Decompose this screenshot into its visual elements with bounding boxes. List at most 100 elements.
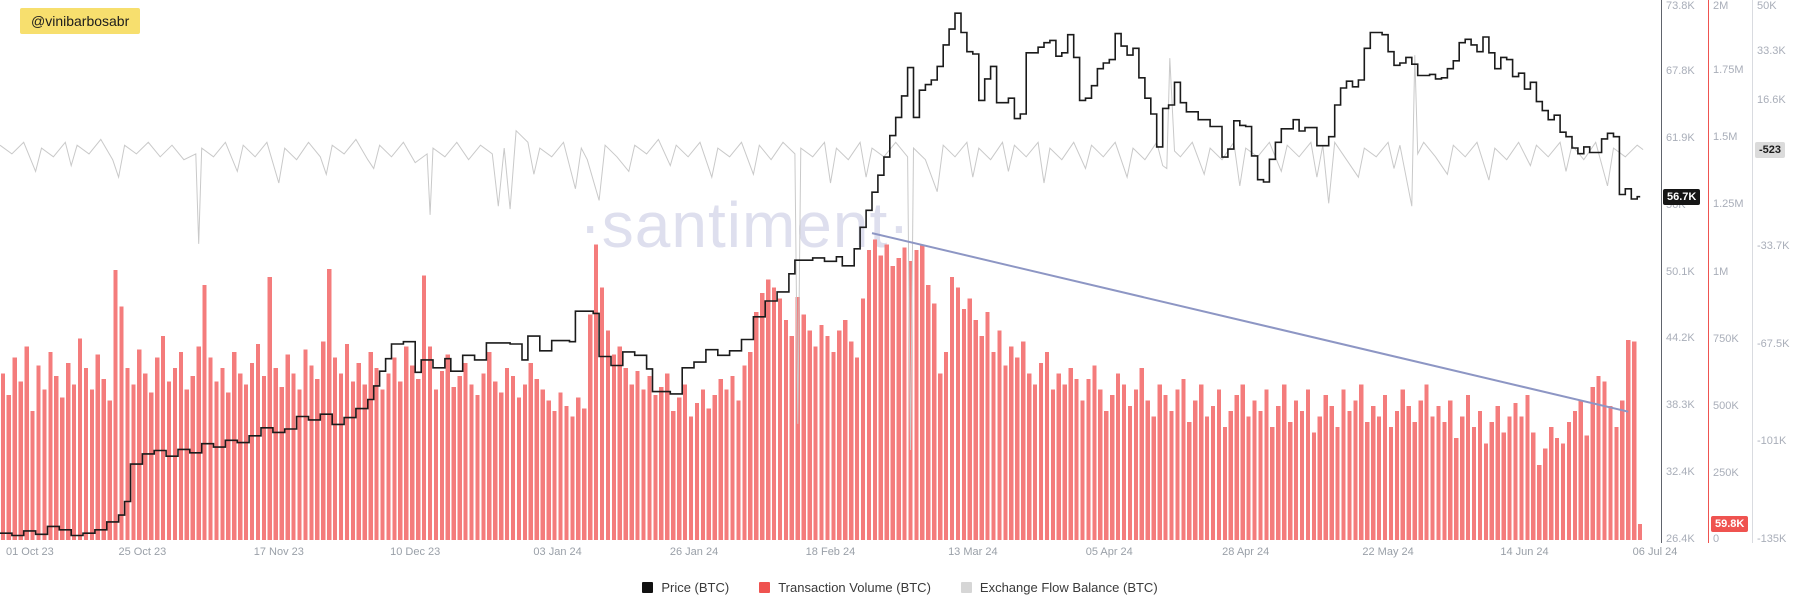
volume-bar[interactable]	[1507, 416, 1512, 540]
volume-bar[interactable]	[973, 319, 978, 540]
volume-bar[interactable]	[1288, 421, 1293, 540]
volume-bar[interactable]	[220, 368, 225, 540]
volume-bar[interactable]	[884, 244, 889, 540]
volume-bar[interactable]	[1578, 400, 1583, 540]
volume-bar[interactable]	[641, 389, 646, 540]
volume-bar[interactable]	[1501, 432, 1506, 540]
volume-bar[interactable]	[1477, 411, 1483, 540]
volume-bar[interactable]	[1525, 395, 1530, 540]
volume-bar[interactable]	[860, 298, 866, 540]
volume-bar[interactable]	[920, 244, 925, 540]
volume-bar[interactable]	[1252, 400, 1257, 540]
volume-bar[interactable]	[392, 357, 397, 540]
volume-bar[interactable]	[95, 354, 100, 540]
price-line[interactable]	[0, 12, 1641, 537]
volume-bar[interactable]	[1537, 464, 1542, 540]
volume-bar[interactable]	[1323, 395, 1328, 540]
volume-bar[interactable]	[30, 411, 35, 540]
volume-bar[interactable]	[1163, 395, 1168, 540]
volume-bar[interactable]	[1465, 395, 1471, 540]
volume-bar[interactable]	[1335, 427, 1340, 540]
volume-bar[interactable]	[1560, 443, 1566, 540]
volume-bar[interactable]	[1116, 373, 1121, 540]
volume-bar[interactable]	[481, 373, 486, 540]
volume-bar[interactable]	[570, 416, 575, 540]
volume-bar[interactable]	[1050, 389, 1055, 540]
volume-bar[interactable]	[285, 354, 290, 540]
volume-bar[interactable]	[131, 384, 136, 540]
volume-bar[interactable]	[605, 330, 611, 540]
volume-bar[interactable]	[961, 309, 966, 540]
volume-bar[interactable]	[66, 362, 71, 540]
volume-bar[interactable]	[493, 381, 498, 540]
volume-bar[interactable]	[1632, 341, 1637, 540]
volume-bar[interactable]	[896, 258, 901, 540]
volume-bar[interactable]	[819, 325, 824, 540]
volume-bar[interactable]	[12, 357, 17, 540]
volume-bar[interactable]	[742, 365, 747, 540]
volume-bar[interactable]	[238, 373, 243, 540]
volume-bar[interactable]	[1228, 411, 1233, 540]
legend-item-flow[interactable]: Exchange Flow Balance (BTC)	[960, 580, 1158, 595]
volume-bar[interactable]	[593, 244, 599, 540]
volume-bar[interactable]	[926, 284, 931, 540]
volume-bar[interactable]	[837, 330, 842, 540]
volume-bar[interactable]	[771, 287, 777, 540]
volume-bar[interactable]	[1317, 416, 1322, 540]
volume-bar[interactable]	[356, 362, 361, 540]
volume-bar[interactable]	[1110, 395, 1115, 540]
volume-bar[interactable]	[932, 303, 937, 540]
volume-bar[interactable]	[546, 400, 551, 540]
volume-bar[interactable]	[315, 378, 320, 540]
volume-bar[interactable]	[18, 381, 23, 540]
volume-bar[interactable]	[445, 354, 450, 540]
volume-bar[interactable]	[1543, 448, 1548, 540]
volume-bar[interactable]	[1436, 405, 1441, 540]
volume-bar[interactable]	[279, 386, 284, 540]
volume-bar[interactable]	[1199, 384, 1204, 540]
volume-bar[interactable]	[1151, 416, 1156, 540]
volume-bar[interactable]	[6, 395, 11, 540]
volume-bar[interactable]	[1157, 384, 1162, 540]
volume-bar[interactable]	[1377, 416, 1382, 540]
volume-bar[interactable]	[617, 346, 622, 540]
volume-bar[interactable]	[1127, 405, 1133, 540]
volume-bar[interactable]	[943, 352, 949, 540]
volume-bar[interactable]	[101, 378, 106, 540]
volume-bar[interactable]	[1056, 373, 1061, 540]
volume-bar[interactable]	[1483, 443, 1488, 540]
volume-bar[interactable]	[380, 389, 385, 540]
volume-bar[interactable]	[1418, 400, 1423, 540]
volume-bar[interactable]	[267, 276, 272, 540]
volume-bar[interactable]	[344, 344, 350, 540]
volume-bar[interactable]	[416, 378, 421, 540]
volume-bar[interactable]	[1572, 411, 1577, 540]
volume-bar[interactable]	[688, 416, 694, 540]
volume-bar[interactable]	[1021, 341, 1026, 540]
volume-bar[interactable]	[677, 397, 682, 540]
volume-bar[interactable]	[1382, 395, 1388, 540]
volume-bar[interactable]	[997, 330, 1002, 540]
volume-bar[interactable]	[125, 368, 130, 540]
volume-bar[interactable]	[166, 381, 172, 540]
volume-bar[interactable]	[955, 287, 961, 540]
volume-bar[interactable]	[1038, 362, 1044, 540]
volume-bar[interactable]	[1246, 416, 1251, 540]
volume-bar[interactable]	[671, 411, 676, 540]
legend-item-price[interactable]: Price (BTC)	[642, 580, 729, 595]
volume-bar[interactable]	[807, 330, 812, 540]
volume-bar[interactable]	[178, 352, 183, 540]
volume-bar[interactable]	[1222, 427, 1227, 540]
volume-bar[interactable]	[1549, 427, 1554, 540]
volume-bar[interactable]	[1554, 437, 1560, 540]
volume-bar[interactable]	[374, 368, 379, 540]
volume-bar[interactable]	[83, 368, 89, 540]
volume-bar[interactable]	[1513, 403, 1518, 540]
volume-bar[interactable]	[552, 411, 557, 540]
volume-bar[interactable]	[730, 376, 735, 540]
volume-bar[interactable]	[433, 389, 439, 540]
volume-bar[interactable]	[1270, 427, 1275, 540]
volume-bar[interactable]	[113, 270, 118, 540]
volume-bar[interactable]	[309, 365, 314, 540]
volume-bar[interactable]	[362, 384, 367, 540]
